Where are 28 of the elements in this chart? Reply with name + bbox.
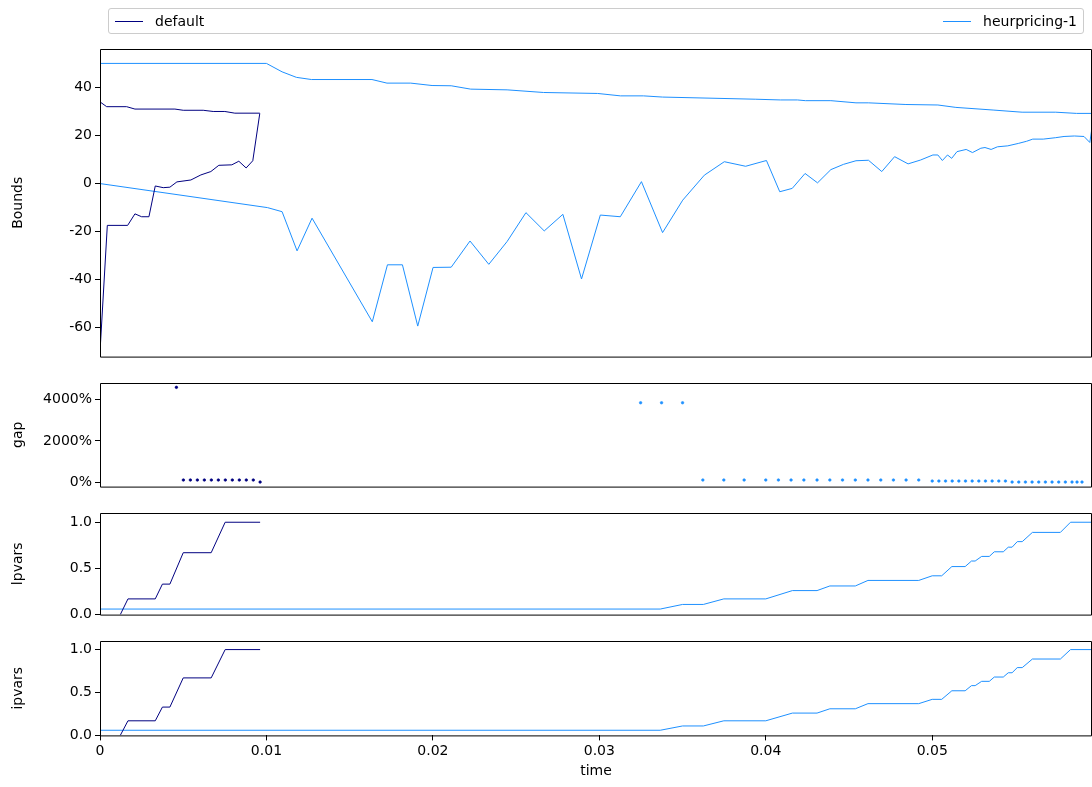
y-tick-label: 4000% xyxy=(43,390,92,407)
y-tick-label: 0.0 xyxy=(69,726,92,743)
y-tick-label: 0.5 xyxy=(69,683,92,700)
y-axis-title: ipvars xyxy=(9,666,26,710)
y-tick-label: 1.0 xyxy=(69,640,92,657)
x-tick-label: 0 xyxy=(95,742,105,759)
y-tick-label: 0.0 xyxy=(69,605,92,622)
legend-label: default xyxy=(155,13,205,29)
y-axis-title: gap xyxy=(9,421,26,448)
y-tick-label: 40 xyxy=(74,78,92,95)
x-tick-label: 0.05 xyxy=(916,742,948,759)
y-tick-label: -60 xyxy=(69,318,92,335)
y-tick-label: 0.5 xyxy=(69,559,92,576)
x-tick-label: 0.03 xyxy=(583,742,615,759)
y-tick-label: 0 xyxy=(83,174,92,191)
x-tick-label: 0.04 xyxy=(750,742,782,759)
y-tick-label: -40 xyxy=(69,270,92,287)
y-tick-label: 1.0 xyxy=(69,512,92,529)
y-axis-title: Bounds xyxy=(9,176,26,229)
x-tick-label: 0.02 xyxy=(417,742,449,759)
y-axis-title: lpvars xyxy=(9,542,26,586)
y-tick-label: -20 xyxy=(69,222,92,239)
x-tick-label: 0.01 xyxy=(250,742,283,759)
x-axis-title: time xyxy=(580,762,612,779)
legend-label: heurpricing-1 xyxy=(983,13,1077,29)
y-tick-label: 2000% xyxy=(43,431,92,448)
y-tick-label: 20 xyxy=(74,126,92,143)
y-tick-label: 0% xyxy=(69,472,92,489)
